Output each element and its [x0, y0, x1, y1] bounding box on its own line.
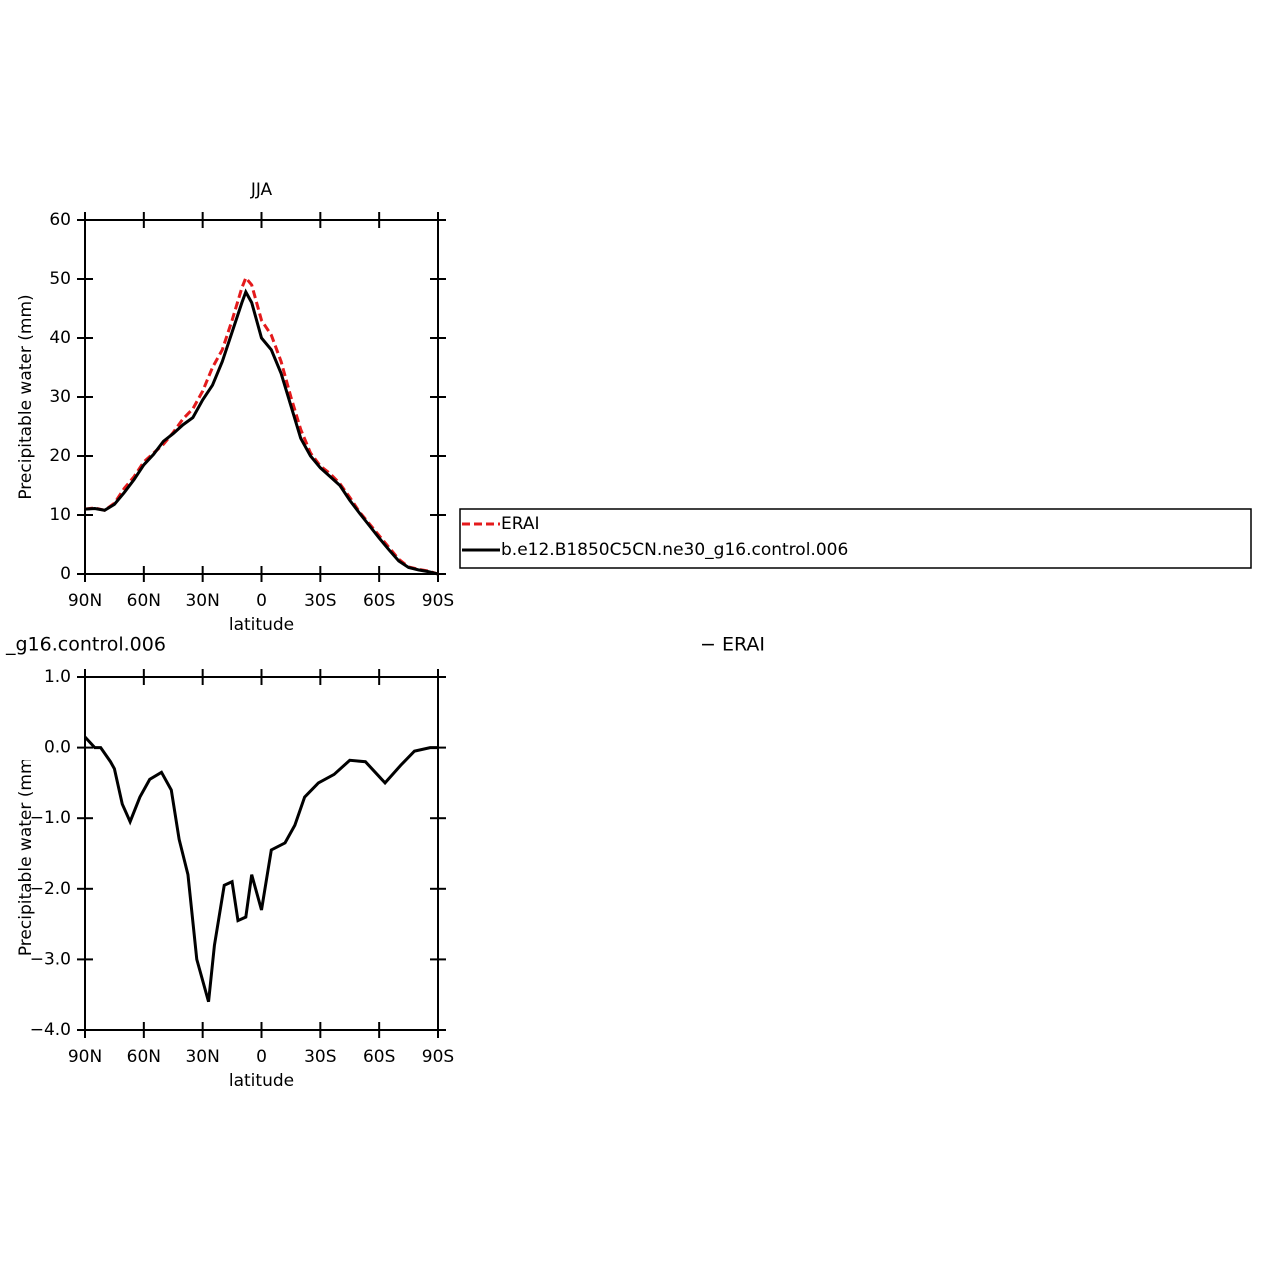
- series-line: [84, 274, 439, 576]
- y-tick-label: −3.0: [30, 949, 71, 969]
- x-axis-label: latitude: [229, 1071, 294, 1091]
- y-tick-label: 1.0: [44, 667, 71, 687]
- x-tick-label: 90N: [68, 1047, 102, 1067]
- legend-label: b.e12.B1850C5CN.ne30_g16.control.006: [501, 540, 848, 560]
- x-axis-label: latitude: [229, 615, 294, 635]
- x-tick-label: 30S: [304, 591, 336, 611]
- legend-box: [459, 508, 1252, 569]
- x-tick-label: 90N: [68, 591, 102, 611]
- y-tick-label: −1.0: [30, 808, 71, 828]
- y-tick-label: 40: [49, 328, 71, 348]
- series-line: [84, 288, 439, 576]
- x-tick-label: 30S: [304, 1047, 336, 1067]
- plot-frame: [84, 219, 439, 575]
- y-tick-label: 50: [49, 269, 71, 289]
- plot-frame: [84, 676, 439, 1031]
- y-axis-label: Precipitable water (mm): [16, 751, 36, 956]
- y-tick-label: 20: [49, 446, 71, 466]
- x-tick-label: 0: [256, 1047, 267, 1067]
- x-tick-label: 0: [256, 591, 267, 611]
- x-tick-label: 60S: [363, 591, 395, 611]
- x-tick-label: 60N: [127, 1047, 161, 1067]
- x-tick-label: 30N: [185, 591, 219, 611]
- x-tick-label: 90S: [422, 591, 454, 611]
- x-tick-label: 90S: [422, 1047, 454, 1067]
- x-tick-label: 60S: [363, 1047, 395, 1067]
- y-tick-label: −2.0: [30, 879, 71, 899]
- y-tick-label: 0.0: [44, 738, 71, 758]
- y-tick-label: 10: [49, 505, 71, 525]
- y-axis-label: Precipitable water (mm): [16, 294, 36, 499]
- y-tick-label: −4.0: [30, 1020, 71, 1040]
- chart-title: _g16.control.006: [5, 634, 166, 656]
- chart-title: JJA: [250, 180, 273, 200]
- legend-label: ERAI: [501, 514, 540, 534]
- y-tick-label: 30: [49, 387, 71, 407]
- chart-subtitle: − ERAI: [700, 634, 765, 656]
- clip-group: Precipitable water (mm): [16, 751, 36, 956]
- x-tick-label: 30N: [185, 1047, 219, 1067]
- y-tick-label: 0: [60, 564, 71, 584]
- y-tick-label: 60: [49, 210, 71, 230]
- x-tick-label: 60N: [127, 591, 161, 611]
- series-line: [83, 735, 438, 1003]
